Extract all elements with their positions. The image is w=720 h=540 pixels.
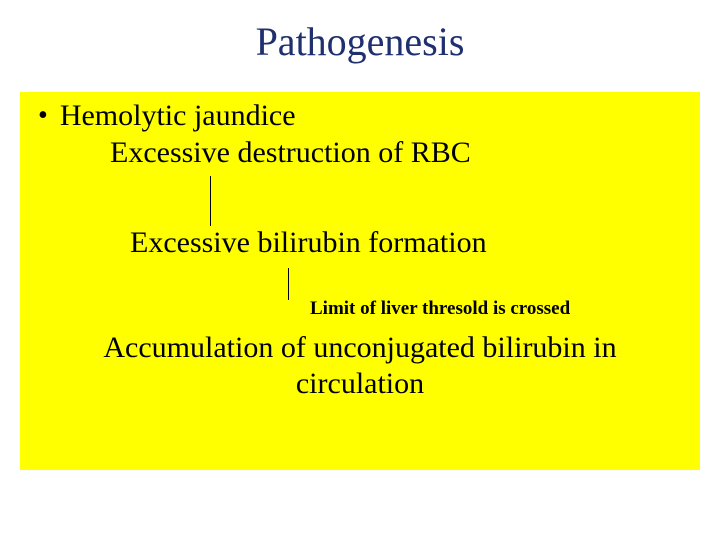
bullet-row: • Hemolytic jaundice [20,92,700,134]
arrow-2 [288,268,289,300]
arrow-1 [210,176,211,226]
bullet-symbol: • [38,98,48,134]
line-limit: Limit of liver thresold is crossed [20,260,700,320]
line-destruction: Excessive destruction of RBC [20,134,700,170]
content-box: • Hemolytic jaundice Excessive destructi… [20,92,700,470]
line-hemolytic: Hemolytic jaundice [60,98,296,134]
line-accumulation: Accumulation of unconjugated bilirubin i… [20,320,700,402]
slide-title: Pathogenesis [0,0,720,83]
line-bilirubin-formation: Excessive bilirubin formation [20,170,700,260]
